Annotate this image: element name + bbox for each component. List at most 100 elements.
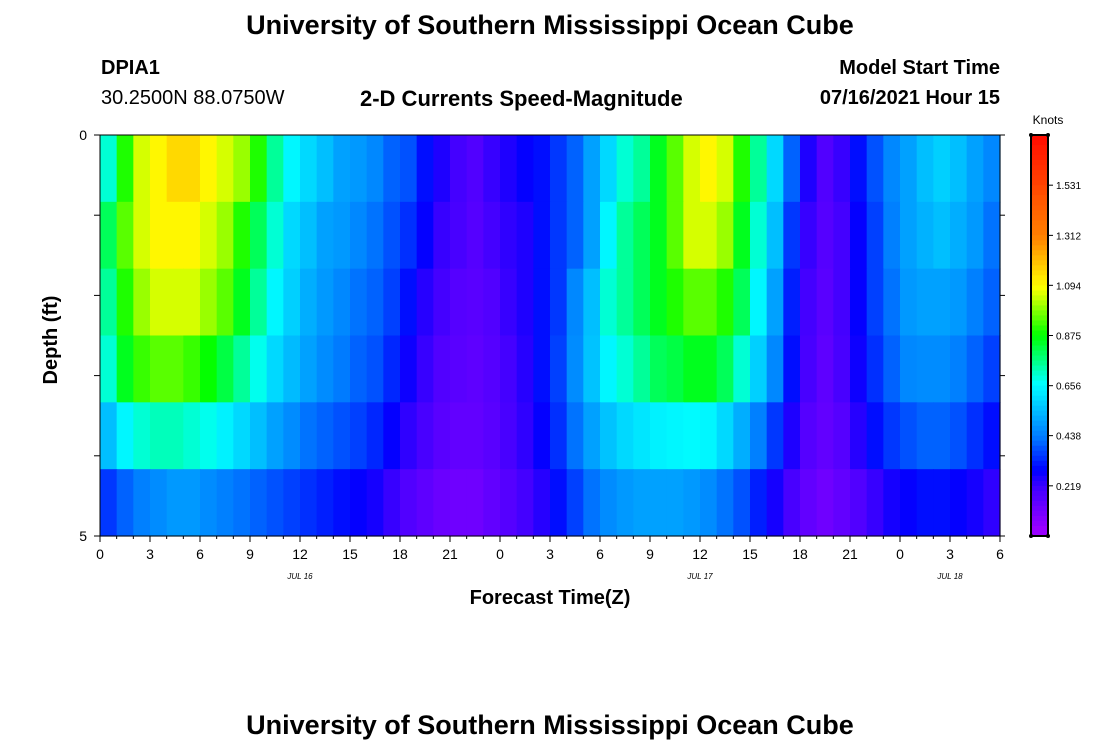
heatmap-cell <box>733 402 751 470</box>
heatmap-cell <box>866 402 884 470</box>
heatmap-cell <box>816 135 834 203</box>
heatmap-cell <box>800 135 818 203</box>
heatmap-cell <box>116 335 134 403</box>
heatmap-cell <box>633 402 651 470</box>
heatmap-cell <box>183 335 201 403</box>
heatmap-cell <box>550 335 568 403</box>
heatmap-cell <box>583 135 601 203</box>
heatmap-cell <box>800 469 818 537</box>
heatmap-cell <box>183 469 201 537</box>
heatmap-cell <box>533 268 551 337</box>
heatmap-cell <box>366 469 384 537</box>
heatmap-cell <box>800 335 818 403</box>
heatmap-cell <box>683 268 701 337</box>
heatmap-cell <box>983 268 1001 337</box>
heatmap-cell <box>850 402 868 470</box>
colorbar-segment <box>1031 325 1048 332</box>
heatmap-cell <box>133 135 151 203</box>
colorbar-segment <box>1031 470 1048 477</box>
heatmap-cell <box>783 201 801 270</box>
x-tick-label: 6 <box>596 546 604 562</box>
heatmap-cell <box>950 335 968 403</box>
heatmap-cell <box>233 135 251 203</box>
colorbar-segment <box>1031 375 1048 382</box>
heatmap-cell <box>933 135 951 203</box>
colorbar: 0.219 0.438 0.656 0.875 1.094 1.312 1.531 <box>1029 133 1081 538</box>
heatmap-cell <box>300 201 318 270</box>
heatmap-cell <box>233 469 251 537</box>
colorbar-segment <box>1031 285 1048 291</box>
heatmap-cell <box>916 402 934 470</box>
heatmap-cell <box>966 268 984 337</box>
heatmap-cell <box>466 135 484 203</box>
heatmap-cell <box>283 201 301 270</box>
colorbar-segment <box>1031 335 1048 342</box>
heatmap-cell <box>733 335 751 403</box>
heatmap-cell <box>966 135 984 203</box>
heatmap-cell <box>750 201 768 270</box>
colorbar-segment <box>1031 445 1048 452</box>
heatmap-cell <box>600 469 618 537</box>
colorbar-segment <box>1031 225 1048 231</box>
heatmap-cell <box>600 268 618 337</box>
heatmap-cell <box>666 335 684 403</box>
heatmap-cell <box>350 469 368 537</box>
colorbar-segment <box>1031 400 1048 407</box>
colorbar-segment <box>1031 480 1048 487</box>
y-tick-label: 5 <box>79 528 87 544</box>
heatmap-cell <box>550 402 568 470</box>
heatmap-cell <box>733 201 751 270</box>
heatmap-cell <box>433 402 451 470</box>
heatmap-cell <box>450 268 468 337</box>
heatmap-cell <box>566 402 584 470</box>
heatmap-cell <box>516 469 534 537</box>
heatmap-cell <box>100 135 118 203</box>
heatmap-cell <box>433 335 451 403</box>
heatmap-cell <box>350 335 368 403</box>
y-axis: 05 <box>79 127 1005 544</box>
heatmap-cell <box>500 201 518 270</box>
heatmap-cell <box>883 268 901 337</box>
heatmap-cell <box>850 469 868 537</box>
heatmap-cell <box>283 402 301 470</box>
colorbar-corner <box>1029 534 1033 538</box>
heatmap-cell <box>200 469 218 537</box>
heatmap-cell <box>216 135 234 203</box>
heatmap-cell <box>350 402 368 470</box>
heatmap-cell <box>750 402 768 470</box>
heatmap-cell <box>783 335 801 403</box>
heatmap-cell <box>883 402 901 470</box>
heatmap-cell <box>783 469 801 537</box>
x-tick-label: 15 <box>742 546 758 562</box>
heatmap-cell <box>900 268 918 337</box>
heatmap-cell <box>266 335 284 403</box>
heatmap-cell <box>383 135 401 203</box>
colorbar-segment <box>1031 295 1048 302</box>
heatmap-cell <box>716 402 734 470</box>
heatmap-cell <box>166 469 184 537</box>
heatmap-cell <box>316 469 334 537</box>
heatmap-cell <box>633 201 651 270</box>
heatmap-cell <box>650 268 668 337</box>
heatmap-cell <box>383 402 401 470</box>
heatmap-cell <box>100 335 118 403</box>
heatmap-cell <box>850 135 868 203</box>
heatmap-cell <box>583 268 601 337</box>
colorbar-segment <box>1031 410 1048 417</box>
heatmap-cell <box>483 469 501 537</box>
colorbar-segment <box>1031 275 1048 281</box>
heatmap-cell <box>366 201 384 270</box>
heatmap-cell <box>383 335 401 403</box>
heatmap-cell <box>500 268 518 337</box>
heatmap-cell <box>166 201 184 270</box>
colorbar-segment <box>1031 390 1048 397</box>
colorbar-segment <box>1031 525 1048 532</box>
colorbar-segment <box>1031 195 1048 201</box>
heatmap-cell <box>150 469 168 537</box>
heatmap-cell <box>466 402 484 470</box>
heatmap-cell <box>616 135 634 203</box>
heatmap-cell <box>866 268 884 337</box>
heatmap-cell <box>866 201 884 270</box>
colorbar-label: Knots <box>1033 113 1064 127</box>
heatmap-cell <box>516 201 534 270</box>
